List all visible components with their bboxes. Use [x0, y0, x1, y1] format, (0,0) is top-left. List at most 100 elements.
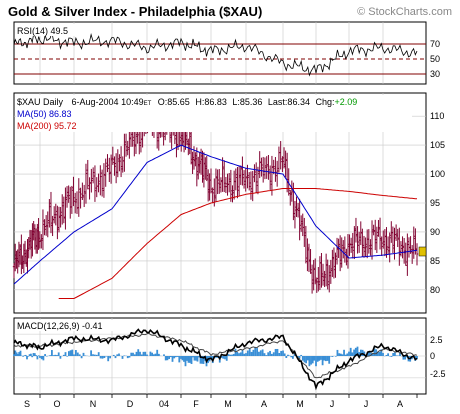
macd-histogram-bar: [395, 355, 398, 356]
macd-histogram-bar: [326, 356, 329, 361]
macd-histogram-bar: [64, 352, 67, 356]
price-bar: [383, 229, 387, 257]
macd-histogram-bar: [180, 356, 182, 359]
macd-histogram-bar: [248, 348, 251, 356]
price-bar: [396, 228, 399, 248]
price-bar: [221, 157, 224, 192]
macd-histogram-bar: [343, 349, 345, 356]
price-bar: [270, 155, 274, 196]
macd-histogram-bar: [107, 356, 110, 362]
macd-histogram-bar: [118, 353, 120, 356]
rsi-tick-50: 50: [430, 54, 440, 64]
price-bar: [362, 235, 366, 258]
price-bar: [59, 207, 62, 228]
price-bar: [309, 249, 312, 274]
macd-histogram-bar: [32, 353, 35, 356]
macd-histogram-bar: [114, 356, 117, 359]
price-bar: [315, 277, 318, 293]
price-bar: [97, 173, 100, 193]
macd-histogram-bar: [19, 350, 22, 356]
macd-histogram-bar: [22, 356, 24, 357]
price-bar: [99, 165, 102, 196]
macd-histogram-bar: [166, 356, 169, 361]
price-bar: [385, 227, 388, 258]
macd-histogram-bar: [199, 356, 202, 364]
price-bar: [256, 166, 260, 195]
macd-label-bg: [16, 320, 124, 331]
macd-histogram-bar: [323, 356, 326, 361]
price-bar: [279, 141, 282, 170]
price-bar: [304, 225, 308, 264]
x-axis-label: M: [296, 399, 304, 409]
macd-histogram-bar: [392, 353, 395, 356]
macd-histogram-bar: [95, 354, 98, 356]
price-bar: [404, 242, 407, 266]
macd-histogram-bar: [269, 350, 271, 356]
price-bar: [70, 185, 74, 214]
price-bar: [41, 209, 45, 250]
price-bar: [211, 187, 214, 204]
price-bar: [72, 176, 75, 207]
price-bar: [209, 168, 213, 194]
price-bar: [48, 199, 51, 228]
rsi-label: RSI(14) 49.5: [17, 26, 68, 36]
price-bar: [90, 168, 93, 193]
price-bar: [46, 211, 49, 238]
price-bar: [67, 185, 70, 203]
price-axis-ticks: 110 105 100 95 90 85 80: [430, 111, 445, 295]
macd-histogram-bar: [103, 356, 106, 359]
price-bar: [65, 186, 69, 208]
price-bar: [79, 187, 82, 209]
price-bar: [281, 156, 284, 173]
macd-histogram-bar: [99, 356, 102, 359]
macd-histogram-bar: [173, 356, 176, 359]
price-bar: [268, 165, 272, 190]
macd-tick-0: 0: [430, 351, 435, 361]
macd-histogram-bar: [368, 351, 371, 356]
price-bar: [248, 172, 251, 191]
macd-tick-2-5: 2.5: [430, 335, 443, 345]
macd-histogram-bar: [385, 354, 388, 356]
macd-histogram-bar: [272, 352, 275, 356]
macd-histogram-bar: [252, 349, 255, 356]
price-bar: [253, 164, 256, 183]
macd-histogram-bar: [377, 351, 379, 356]
macd-histogram-bar: [356, 346, 359, 356]
price-bar: [43, 219, 46, 236]
macd-histogram-bar: [353, 349, 355, 356]
price-bar: [106, 154, 109, 173]
price-bar: [357, 231, 361, 253]
ma200-line: [58, 188, 418, 299]
price-bar: [260, 157, 263, 177]
macd-histogram-bar: [245, 353, 247, 356]
macd-histogram-bar: [28, 354, 31, 356]
macd-histogram-bar: [181, 356, 184, 361]
macd-histogram-bar: [215, 356, 218, 358]
price-header: $XAU Daily 6-Aug-2004 10:49ET O:85.65 H:…: [17, 97, 357, 107]
price-bar: [52, 206, 56, 224]
price-bar: [100, 169, 104, 197]
macd-histogram-bar: [328, 356, 331, 364]
price-bar: [61, 194, 64, 225]
macd-histogram-bar: [23, 355, 26, 356]
price-bar: [119, 146, 123, 178]
price-bar: [295, 196, 298, 217]
macd-histogram-bar: [56, 355, 58, 356]
macd-histogram-bar: [339, 353, 342, 356]
macd-histogram-bar: [293, 353, 296, 356]
macd-histogram-bar: [75, 350, 77, 356]
price-bar: [287, 168, 290, 196]
macd-histogram-bar: [190, 356, 193, 365]
macd-histogram-bar: [178, 356, 181, 363]
price-bar: [93, 165, 97, 202]
macd-histogram-bar: [193, 356, 196, 361]
macd-histogram-bar: [189, 356, 191, 363]
price-bar: [351, 232, 354, 259]
price-bar: [293, 200, 297, 229]
price-bar: [272, 159, 275, 175]
macd-histogram-bar: [258, 351, 260, 356]
macd-histogram-bar: [336, 349, 339, 356]
chg-value: +2.09: [335, 97, 358, 107]
macd-histogram-bar: [144, 351, 147, 356]
